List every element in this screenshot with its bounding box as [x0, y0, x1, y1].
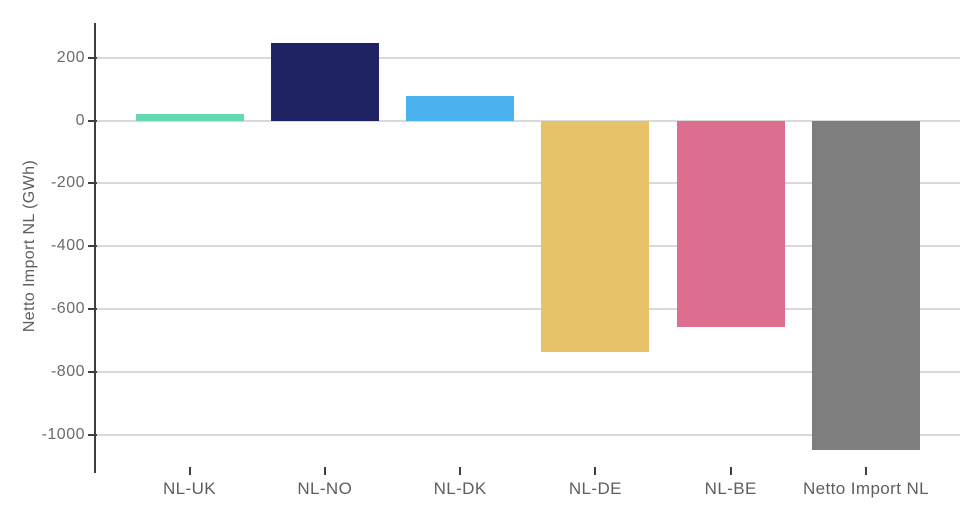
y-tick-mark	[88, 308, 97, 311]
y-tick-label: 0	[75, 111, 85, 129]
y-tick-mark	[88, 119, 97, 122]
x-tick-mark	[188, 467, 191, 475]
x-tick-label-nl-be: NL-BE	[704, 479, 757, 498]
x-tick-mark	[865, 467, 867, 475]
bar-nl-uk	[135, 113, 244, 121]
y-tick-mark	[88, 182, 97, 185]
gridline-200	[95, 56, 960, 59]
y-axis-line	[94, 23, 96, 473]
x-tick-mark	[594, 467, 597, 475]
gridline-0	[95, 119, 960, 122]
y-tick-label: -800	[50, 362, 85, 380]
y-tick-label: -600	[50, 300, 85, 318]
x-tick-label-nl-dk: NL-DK	[433, 479, 487, 498]
x-tick-label-netto-import-nl: Netto Import NL	[803, 479, 929, 498]
y-tick-mark	[88, 245, 97, 248]
gridline--800	[95, 370, 960, 373]
gridline--400	[95, 245, 960, 248]
x-tick-mark	[459, 467, 462, 475]
bar-netto-import-nl	[812, 120, 920, 451]
y-tick-mark	[88, 433, 97, 436]
y-tick-mark	[88, 56, 97, 59]
x-tick-mark	[323, 467, 326, 475]
bar-nl-dk	[406, 96, 515, 121]
x-tick-label-nl-no: NL-NO	[297, 479, 353, 498]
gridline--200	[95, 182, 960, 185]
y-tick-label: 200	[56, 48, 85, 66]
y-tick-mark	[88, 370, 97, 373]
gridline--1000	[95, 433, 960, 436]
bar-nl-be	[676, 120, 785, 328]
bar-nl-de	[541, 120, 650, 353]
x-tick-label-nl-de: NL-DE	[568, 479, 622, 498]
x-tick-mark	[729, 467, 732, 475]
y-tick-label: -200	[50, 174, 85, 192]
bar-nl-no	[270, 43, 379, 121]
y-tick-label: -400	[50, 237, 85, 255]
x-tick-label-nl-uk: NL-UK	[162, 479, 216, 498]
gridline--600	[95, 308, 960, 311]
y-tick-label: -1000	[41, 425, 85, 443]
